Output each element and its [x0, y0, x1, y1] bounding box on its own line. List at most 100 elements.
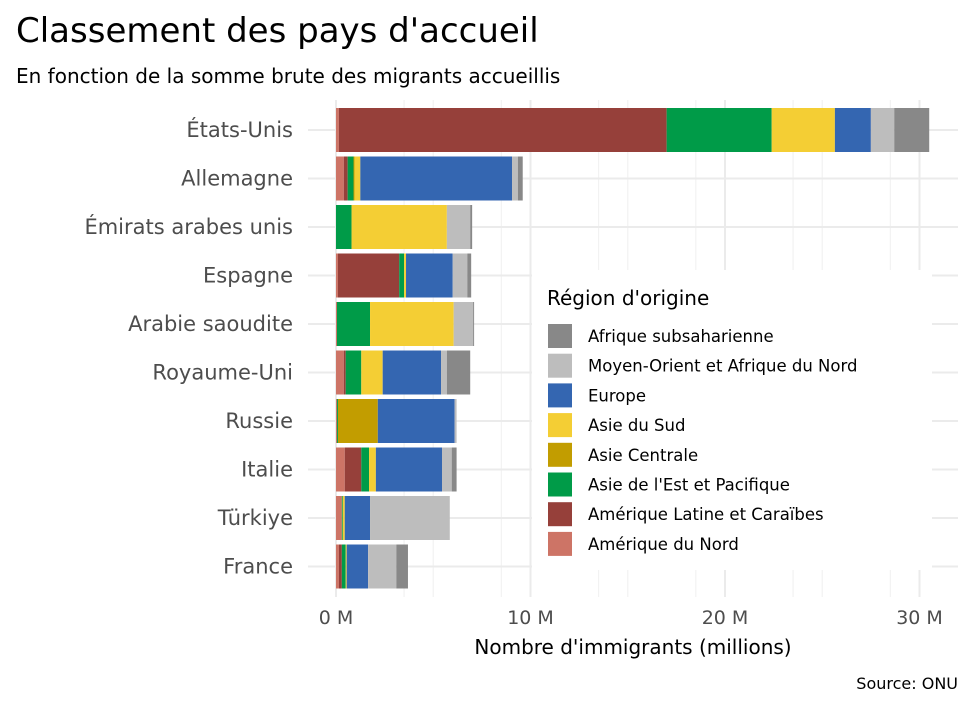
bar-segment	[336, 156, 344, 201]
legend: Région d'origine Afrique subsaharienne Mo…	[532, 270, 932, 570]
bar-segment	[442, 447, 452, 492]
bar-segment	[336, 350, 344, 395]
bar-segment	[382, 350, 442, 395]
bar-segment	[336, 253, 338, 298]
bar-segment	[347, 156, 354, 201]
category-label: Espagne	[203, 264, 293, 288]
chart-caption: Source: ONU	[856, 674, 958, 693]
legend-label: Afrique subsaharienne	[588, 327, 774, 346]
bar-segment	[336, 399, 337, 443]
bar-segment	[396, 544, 408, 589]
category-label: Royaume-Uni	[152, 361, 293, 385]
bar-segment	[360, 156, 513, 201]
bar-segment	[361, 447, 370, 492]
bar-segment	[336, 108, 339, 152]
bar-segment	[336, 447, 345, 492]
bar-segment	[337, 399, 378, 443]
category-label: Arabie saoudite	[128, 312, 293, 336]
x-tick-label: 0 M	[319, 607, 354, 629]
bar-segment	[336, 205, 352, 249]
bar-segment	[344, 496, 371, 540]
bar-segment	[336, 399, 338, 443]
category-label: Russie	[225, 409, 293, 433]
bar-segment	[338, 108, 667, 152]
chart-title: Classement des pays d'accueil	[16, 11, 539, 51]
bar-segment	[344, 447, 362, 492]
legend-title: Région d'origine	[547, 286, 709, 310]
bar-segment	[375, 447, 443, 492]
legend-swatch	[548, 324, 572, 348]
bar-segment	[470, 205, 473, 249]
category-label: Émirats arabes unis	[84, 214, 293, 239]
bar-segment	[341, 496, 343, 540]
x-axis-title: Nombre d'immigrants (millions)	[474, 635, 791, 659]
bar-segment	[361, 350, 383, 395]
bar-segment	[406, 253, 453, 298]
bar-segment	[771, 108, 835, 152]
x-tick-labels: 0 M 10 M 20 M 30 M	[319, 607, 943, 629]
bar-segment	[399, 253, 405, 298]
bar-segment	[342, 496, 345, 540]
legend-label: Amérique Latine et Caraïbes	[588, 505, 824, 524]
bar-segment	[337, 253, 400, 298]
bar-segment	[870, 108, 895, 152]
bar-segment	[512, 156, 518, 201]
bar-segment	[343, 350, 346, 395]
bar-segment	[404, 253, 407, 298]
bar-segment	[338, 544, 342, 589]
legend-swatch	[548, 502, 572, 527]
bar-segment	[336, 496, 342, 540]
bar-segment	[345, 544, 347, 589]
chart-subtitle: En fonction de la somme brute des migran…	[16, 64, 560, 88]
x-tick-label: 20 M	[702, 607, 749, 629]
bar-segment	[369, 447, 376, 492]
x-tick-label: 30 M	[896, 607, 943, 629]
bar-segment	[452, 253, 468, 298]
category-label: France	[223, 555, 293, 579]
legend-swatch	[548, 383, 572, 408]
x-tick-label: 10 M	[507, 607, 554, 629]
bar-segment	[336, 302, 371, 346]
bar-segment	[446, 350, 471, 395]
legend-swatch	[548, 353, 572, 378]
bar-segment	[370, 496, 450, 540]
legend-swatch	[548, 531, 572, 556]
bar-segment	[453, 302, 474, 346]
legend-label: Europe	[588, 386, 646, 405]
category-label: Allemagne	[181, 167, 293, 191]
bars	[336, 108, 930, 589]
bar-segment	[451, 447, 457, 492]
bar-segment	[341, 544, 346, 589]
bar-segment	[345, 350, 362, 395]
bar-segment	[517, 156, 523, 201]
bar-segment	[377, 399, 455, 443]
bar-segment	[353, 156, 355, 201]
bar-segment	[368, 544, 397, 589]
legend-swatch	[548, 413, 572, 438]
category-label: Türkiye	[217, 506, 293, 530]
legend-label: Amérique du Nord	[588, 535, 739, 554]
legend-label: Asie du Sud	[588, 416, 685, 435]
bar-segment	[446, 205, 471, 249]
legend-swatch	[548, 472, 572, 497]
bar-segment	[343, 156, 348, 201]
bar-segment	[351, 205, 447, 249]
bar-segment	[467, 253, 472, 298]
legend-label: Asie de l'Est et Pacifique	[588, 476, 790, 495]
bar-segment	[336, 302, 337, 346]
bar-segment	[666, 108, 772, 152]
legend-label: Asie Centrale	[588, 446, 698, 465]
category-label: États-Unis	[186, 117, 293, 142]
bar-segment	[336, 544, 339, 589]
legend-swatch	[548, 442, 572, 467]
bar-segment	[346, 544, 369, 589]
bar-segment	[894, 108, 930, 152]
bar-segment	[441, 350, 447, 395]
legend-label: Moyen-Orient et Afrique du Nord	[588, 357, 857, 376]
bar-segment	[354, 156, 361, 201]
bar-segment	[454, 399, 457, 443]
category-label: Italie	[241, 458, 293, 482]
category-labels: États-Unis Allemagne Émirats arabes unis Es…	[84, 117, 293, 579]
bar-segment	[473, 302, 475, 346]
